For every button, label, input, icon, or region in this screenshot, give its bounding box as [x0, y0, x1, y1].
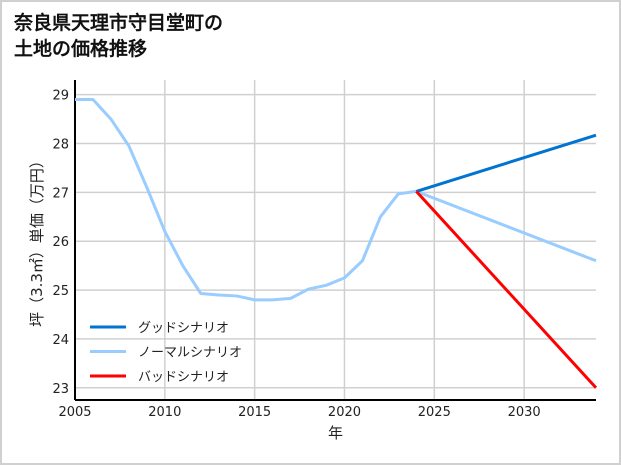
legend-label-2: バッドシナリオ — [138, 370, 229, 385]
x-tick-label: 2010 — [148, 405, 181, 420]
x-tick-label: 2005 — [58, 405, 91, 420]
title-line-1: 奈良県天理市守目堂町の — [14, 12, 224, 34]
y-tick-label: 29 — [52, 89, 69, 104]
series-line-0 — [415, 133, 597, 193]
y-tick-label: 26 — [52, 235, 69, 250]
y-tick-label: 27 — [52, 186, 69, 201]
legend-label-1: ノーマルシナリオ — [138, 346, 242, 361]
x-axis-label: 年 — [328, 424, 343, 442]
legend-label-0: グッドシナリオ — [138, 321, 229, 336]
y-tick-label: 24 — [52, 333, 69, 348]
chart-title: 奈良県天理市守目堂町の 土地の価格推移 — [14, 10, 223, 62]
title-line-2: 土地の価格推移 — [14, 38, 148, 60]
x-tick-label: 2015 — [238, 405, 271, 420]
series-line-1 — [75, 98, 597, 302]
series-line-2 — [415, 190, 598, 389]
y-axis-label: 坪（3.3㎡）単価（万円） — [28, 153, 46, 327]
x-tick-label: 2025 — [418, 405, 451, 420]
x-tick-label: 2030 — [508, 405, 541, 420]
y-tick-label: 28 — [52, 138, 69, 153]
y-tick-label: 23 — [52, 382, 69, 397]
x-tick-label: 2020 — [328, 405, 361, 420]
y-tick-label: 25 — [52, 284, 69, 299]
